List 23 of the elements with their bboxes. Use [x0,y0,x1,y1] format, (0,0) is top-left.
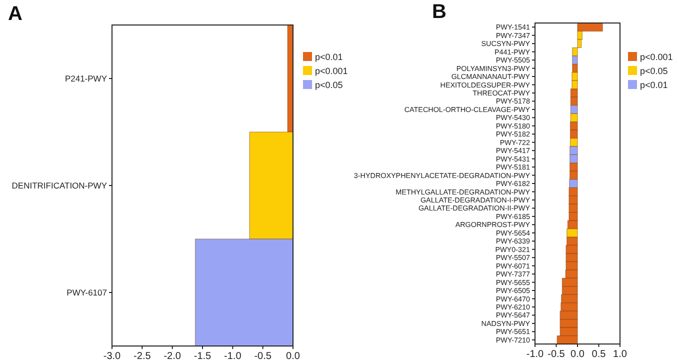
x-tick-label: 0.0 [286,351,300,360]
x-tick-label: 0.5 [592,349,606,360]
x-tick-label: -0.5 [254,351,272,360]
x-tick-label: -1.5 [194,351,212,360]
legend-label: p<0.001 [315,66,348,76]
legend-label: p<0.05 [315,80,343,90]
x-tick-label: 1.0 [613,349,628,360]
x-tick-label: -1.0 [526,349,544,360]
x-tick-label: -0.5 [548,349,566,360]
legend-label: p<0.001 [640,52,673,62]
y-tick-label: P241-PWY [64,73,108,84]
chart-title: B [432,1,446,23]
x-tick-label: -1.0 [224,351,242,360]
legend-label: p<0.01 [315,52,343,62]
x-tick-label: -2.5 [134,351,152,360]
y-tick-label: DENITRIFICATION-PWY [12,180,108,190]
x-tick-label: -2.0 [164,351,182,360]
x-tick-label: -3.0 [103,351,122,360]
y-tick-label: PWY-6107 [66,287,108,298]
chart-title: A [8,3,22,25]
legend-label: p<0.05 [640,66,668,76]
x-tick-label: 0.0 [570,349,585,360]
legend-label: p<0.01 [640,80,668,90]
